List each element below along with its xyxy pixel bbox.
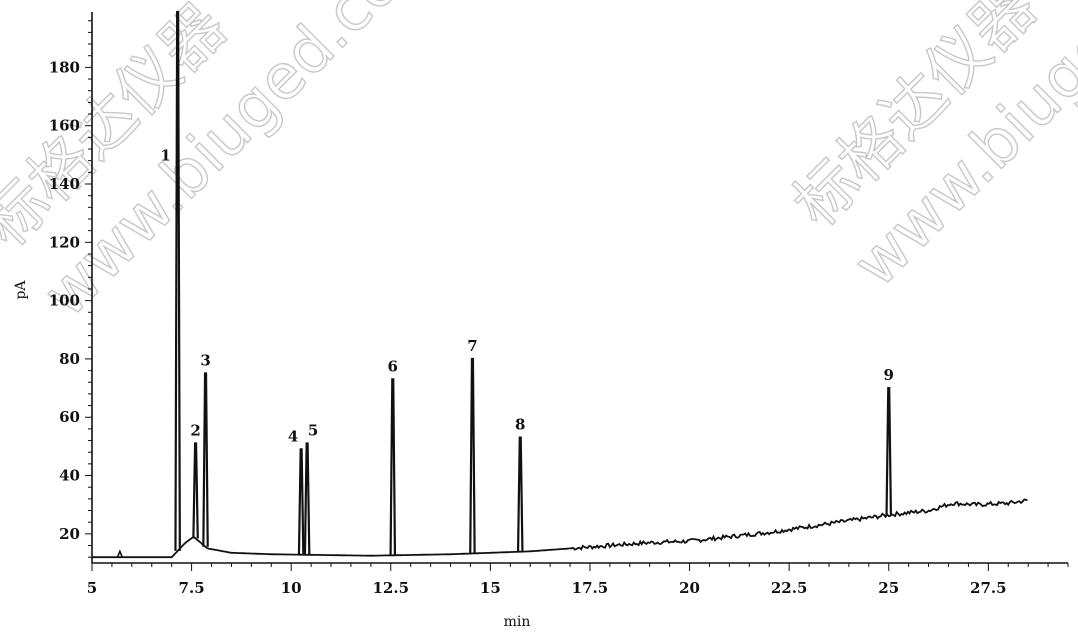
minor-peak	[116, 549, 124, 558]
x-tick-label: 17.5	[572, 579, 609, 597]
peak-8	[516, 436, 524, 552]
x-axis-label: min	[504, 614, 531, 630]
y-tick-label: 100	[49, 292, 80, 310]
y-tick-label: 80	[59, 350, 80, 368]
x-tick-label: 22.5	[771, 579, 808, 597]
peak-2	[192, 442, 199, 539]
peak-4	[297, 448, 305, 555]
y-tick-label: 160	[49, 117, 80, 135]
y-tick-label: 40	[59, 467, 80, 485]
x-tick-label: 10	[281, 579, 302, 597]
baseline-trace	[92, 498, 1028, 559]
x-tick-label: 25	[878, 579, 899, 597]
y-tick-label: 140	[49, 175, 80, 193]
peak-label-1: 1	[160, 147, 170, 165]
y-tick-label: 120	[49, 233, 80, 251]
x-tick-label: 20	[679, 579, 700, 597]
peak-label-9: 9	[884, 366, 894, 384]
x-tick-label: 5	[87, 579, 97, 597]
peak-label-8: 8	[515, 416, 525, 434]
peak-5	[303, 442, 311, 555]
peak-label-6: 6	[388, 357, 398, 375]
y-tick-label: 20	[59, 525, 80, 543]
peak-label-2: 2	[190, 421, 200, 439]
peak-6	[389, 378, 397, 556]
x-tick-label: 12.5	[373, 579, 410, 597]
x-tick-label: 7.5	[179, 579, 205, 597]
peak-label-5: 5	[308, 421, 318, 439]
y-tick-label: 180	[49, 58, 80, 76]
peak-7	[469, 357, 476, 554]
peak-label-7: 7	[467, 337, 477, 355]
peak-label-4: 4	[288, 427, 298, 445]
x-tick-label: 15	[480, 579, 501, 597]
y-tick-label: 60	[59, 408, 80, 426]
peak-9	[885, 386, 893, 515]
x-tick-label: 27.5	[970, 579, 1007, 597]
peak-3	[202, 372, 209, 547]
peak-labels-group: 1 2 3 4 5 6 7 8 9	[160, 147, 894, 446]
peak-1	[174, 10, 181, 551]
y-axis-label: pA	[13, 280, 29, 300]
peak-label-3: 3	[200, 352, 210, 370]
axes-group: 5 7.5 10 12.5 15 17.5 20 22.5 25 27.5204060801001…	[49, 12, 1069, 597]
watermark-layer: 标格达仪器 www.biuged.com 标格达仪器 www.biuged.co…	[0, 0, 1078, 331]
series-group	[92, 10, 1028, 559]
